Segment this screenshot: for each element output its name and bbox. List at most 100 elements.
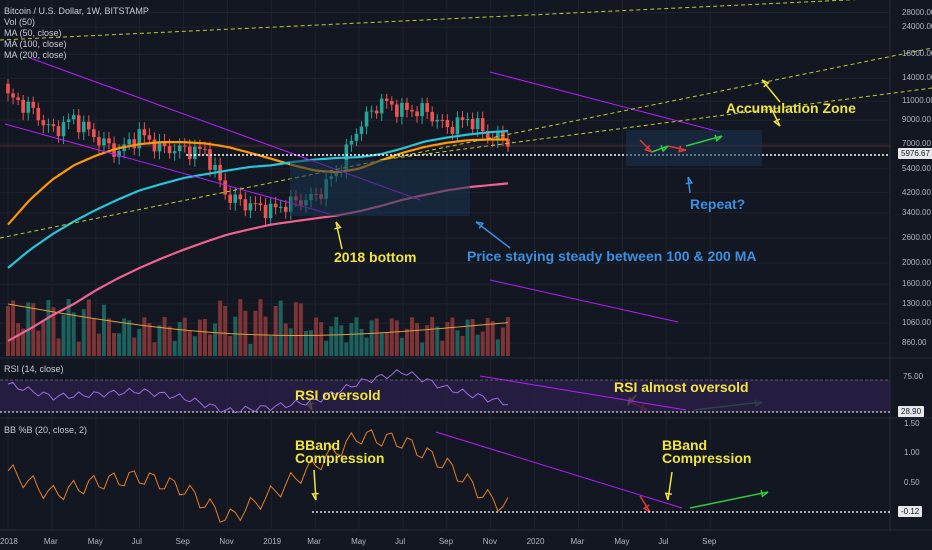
price-tick: 4200.00 bbox=[902, 187, 931, 197]
annotation-bband-left-line1: BBand bbox=[295, 437, 341, 453]
volume-bar bbox=[56, 338, 61, 356]
volume-bar bbox=[167, 326, 172, 356]
candle-body bbox=[147, 135, 152, 140]
time-tick: 2020 bbox=[526, 537, 545, 546]
candle-body bbox=[238, 194, 243, 200]
arrow-red-bb-head bbox=[642, 504, 651, 513]
volume-bar bbox=[238, 299, 243, 356]
volume-bar bbox=[122, 318, 127, 356]
bb-current-badge: -0.12 bbox=[898, 506, 923, 517]
bb-legend: BB %B (20, close, 2) bbox=[4, 425, 88, 435]
volume-bar bbox=[364, 337, 369, 356]
volume-bar bbox=[132, 337, 137, 356]
candle-body bbox=[263, 204, 268, 219]
candle-body bbox=[162, 141, 167, 147]
volume-bar bbox=[182, 317, 187, 356]
arrow-red-down-head bbox=[644, 144, 653, 153]
arrow-green-projection-head bbox=[714, 134, 723, 142]
volume-bar bbox=[162, 317, 167, 356]
arrow-red-bb bbox=[639, 495, 651, 513]
volume-bar bbox=[81, 309, 86, 356]
volume-bar bbox=[258, 299, 263, 356]
candle-body bbox=[253, 203, 258, 205]
price-tick: 18000.00 bbox=[902, 49, 932, 59]
volume-bar bbox=[495, 339, 500, 356]
candle-body bbox=[81, 121, 86, 133]
candle-body bbox=[390, 100, 394, 105]
candle-body bbox=[107, 138, 111, 144]
time-tick: May bbox=[87, 537, 103, 546]
price-tick: 14000.00 bbox=[902, 73, 932, 83]
arrow-blue-steady bbox=[475, 221, 511, 249]
volume-bar bbox=[344, 342, 349, 356]
time-tick: Jul bbox=[658, 537, 669, 546]
candle-body bbox=[415, 111, 419, 117]
candle-body bbox=[379, 98, 384, 114]
candle-body bbox=[97, 137, 101, 146]
price-tick: 1600.00 bbox=[902, 279, 931, 289]
volume-bar bbox=[147, 322, 152, 356]
candle-body bbox=[92, 129, 96, 138]
arrow-yellow-bb-right-head bbox=[664, 492, 673, 501]
candle-body bbox=[36, 107, 41, 121]
candle-body bbox=[137, 129, 142, 149]
candle-body bbox=[71, 115, 76, 120]
volume-bar bbox=[107, 318, 111, 356]
accumulation-box-2018 bbox=[290, 160, 470, 216]
time-tick: Jul bbox=[131, 537, 142, 546]
volume-bar bbox=[399, 337, 404, 356]
bb-tick: 0.50 bbox=[904, 477, 920, 487]
volume-bar bbox=[197, 319, 202, 356]
candle-body bbox=[384, 98, 389, 101]
volume-bar bbox=[485, 317, 490, 356]
ma100-line bbox=[7, 130, 509, 269]
volume-bar bbox=[349, 322, 354, 356]
volume-bar bbox=[430, 317, 435, 356]
volume-bar bbox=[268, 336, 273, 356]
rsi-band bbox=[0, 380, 890, 412]
time-tick: May bbox=[351, 537, 367, 546]
volume-bar bbox=[117, 333, 122, 356]
candle-body bbox=[198, 146, 202, 149]
rsi-trendline bbox=[479, 375, 687, 411]
candle-body bbox=[268, 203, 273, 219]
volume-bar bbox=[490, 321, 495, 356]
volume-bar bbox=[233, 316, 238, 356]
arrow-yellow-bottom bbox=[335, 221, 343, 250]
time-tick: Mar bbox=[570, 537, 585, 546]
volume-bar bbox=[61, 314, 66, 356]
candle-body bbox=[172, 151, 177, 154]
volume-ma-line bbox=[7, 303, 508, 336]
candle-body bbox=[475, 118, 480, 130]
volume-bar bbox=[202, 318, 207, 356]
volume-bar bbox=[379, 333, 384, 356]
arrow-yellow-bb-right bbox=[667, 471, 673, 501]
volume-bar bbox=[11, 300, 16, 356]
candle-body bbox=[496, 132, 500, 141]
arrow-red-down bbox=[639, 139, 653, 153]
channel-dashed-lower bbox=[0, 47, 932, 239]
price-tick: 1060.00 bbox=[902, 318, 931, 328]
candle-body bbox=[450, 126, 455, 134]
volume-bar bbox=[21, 328, 26, 356]
arrow-green-bb-head bbox=[760, 490, 769, 498]
bb-trendline bbox=[435, 431, 683, 509]
volume-bar bbox=[96, 333, 101, 356]
volume-bar bbox=[46, 300, 51, 356]
volume-bar bbox=[445, 321, 450, 356]
volume-bar bbox=[36, 330, 41, 356]
candle-body bbox=[425, 103, 429, 112]
volume-bar bbox=[389, 318, 394, 356]
channel-dashed-middle bbox=[379, 87, 932, 161]
candle-body bbox=[369, 110, 374, 112]
rsi-legend: RSI (14, close) bbox=[4, 364, 64, 374]
volume-bar bbox=[142, 317, 147, 356]
candle-body bbox=[233, 194, 238, 203]
candle-body bbox=[31, 101, 36, 108]
volume-bar bbox=[293, 302, 298, 356]
candle-body bbox=[364, 111, 369, 127]
time-tick: Sep bbox=[175, 537, 190, 546]
time-tick: May bbox=[614, 537, 630, 546]
arrow-yellow-bottom-head bbox=[334, 221, 342, 230]
